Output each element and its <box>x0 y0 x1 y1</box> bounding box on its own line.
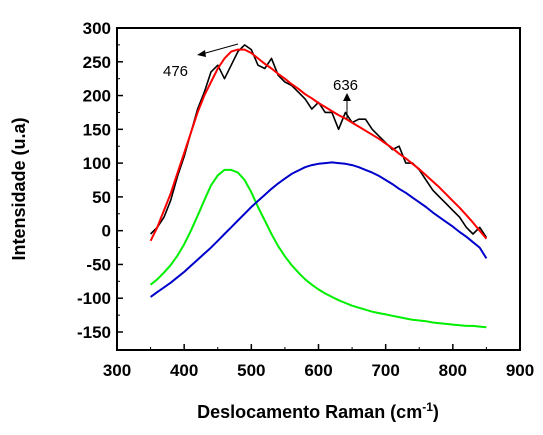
y-tick-label: 300 <box>83 19 111 38</box>
series-line-3 <box>150 161 488 298</box>
annotation-476-arrow <box>201 43 239 55</box>
x-tick-label: 900 <box>506 361 534 380</box>
x-axis: 300 400 500 600 700 800 900 <box>103 344 534 380</box>
y-tick-label: -150 <box>77 323 111 342</box>
x-tick-label: 300 <box>103 361 131 380</box>
annotation-636-label: 636 <box>333 77 358 94</box>
x-tick-label: 700 <box>371 361 399 380</box>
x-tick-label: 600 <box>304 361 332 380</box>
annotation-636: 636 <box>333 77 358 119</box>
annotation-636-arrowhead <box>343 93 351 101</box>
series-line-2 <box>149 168 487 329</box>
x-axis-title: Deslocamento Raman (cm-1) <box>197 400 439 422</box>
series-line-1 <box>149 48 488 242</box>
y-tick-label: 50 <box>92 188 111 207</box>
y-tick-label: -50 <box>86 255 111 274</box>
y-axis: 300 250 200 150 100 50 0 -50 -100 -150 <box>77 19 123 342</box>
y-tick-label: 0 <box>102 222 111 241</box>
y-axis-title: Intensidade (u.a) <box>9 117 29 260</box>
annotation-476: 476 <box>163 43 239 80</box>
x-axis-title-sup: -1 <box>422 400 433 414</box>
x-axis-title-main: Deslocamento Raman (cm <box>197 402 422 422</box>
x-axis-title-close: ) <box>433 402 439 422</box>
annotation-476-label: 476 <box>163 63 188 80</box>
y-tick-label: 250 <box>83 53 111 72</box>
series-layer <box>149 44 488 329</box>
y-tick-label: -100 <box>77 289 111 308</box>
y-tick-label: 150 <box>83 120 111 139</box>
x-tick-label: 500 <box>237 361 265 380</box>
y-tick-label: 100 <box>83 154 111 173</box>
x-tick-label: 800 <box>439 361 467 380</box>
x-tick-label: 400 <box>170 361 198 380</box>
y-tick-label: 200 <box>83 87 111 106</box>
annotation-476-arrowhead <box>197 50 206 57</box>
